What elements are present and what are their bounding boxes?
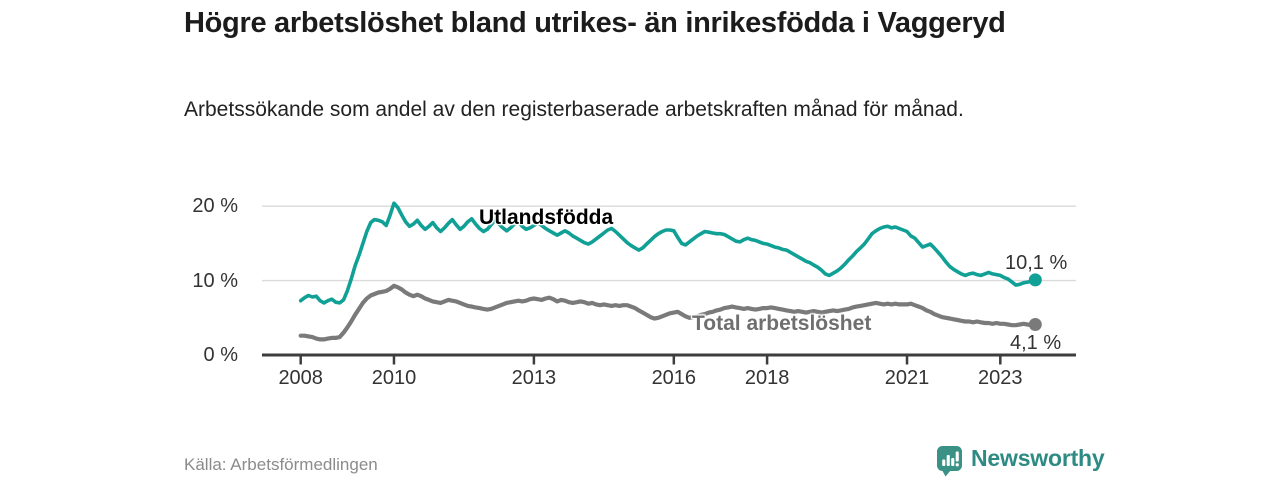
x-tick-label: 2023: [978, 367, 1023, 389]
end-value-total: 4,1 %: [1010, 332, 1062, 354]
newsworthy-wordmark: Newsworthy: [971, 445, 1105, 471]
x-tick-label: 2010: [371, 367, 417, 389]
page-title: Högre arbetslöshet bland utrikes- än inr…: [184, 7, 1006, 39]
y-tick-label: 20 %: [192, 195, 238, 218]
line-utlandsfodda: [298, 201, 1038, 305]
page-subtitle: Arbetssökande som andel av den registerb…: [184, 98, 964, 121]
x-tick-label: 2013: [511, 367, 557, 389]
x-tick-label: 2018: [744, 367, 790, 389]
source-note: Källa: Arbetsförmedlingen: [184, 455, 378, 474]
newsworthy-bubble-icon: [936, 444, 963, 482]
end-value-utlandsfodda: 10,1 %: [1005, 252, 1068, 274]
x-tick-label: 2008: [278, 367, 323, 389]
line-total-arbetsloshet: [298, 283, 1038, 342]
x-tick-label: 2016: [651, 367, 697, 389]
end-dot-total-arbetsloshet: [1028, 318, 1042, 331]
series-label-utlandsfodda: Utlandsfödda: [479, 206, 614, 229]
x-tick-label: 2021: [884, 367, 930, 389]
y-tick-label: 0 %: [203, 344, 238, 366]
newsworthy-logo: Newsworthy: [936, 444, 1105, 478]
end-dot-utlandsfodda: [1028, 273, 1042, 287]
y-tick-label: 10 %: [192, 269, 238, 292]
series-label-total-arbetsloshet: Total arbetslöshet: [692, 312, 872, 335]
x-axis-labels: 2008 2010 2013 2016 2018 2021 2023: [0, 367, 1280, 391]
